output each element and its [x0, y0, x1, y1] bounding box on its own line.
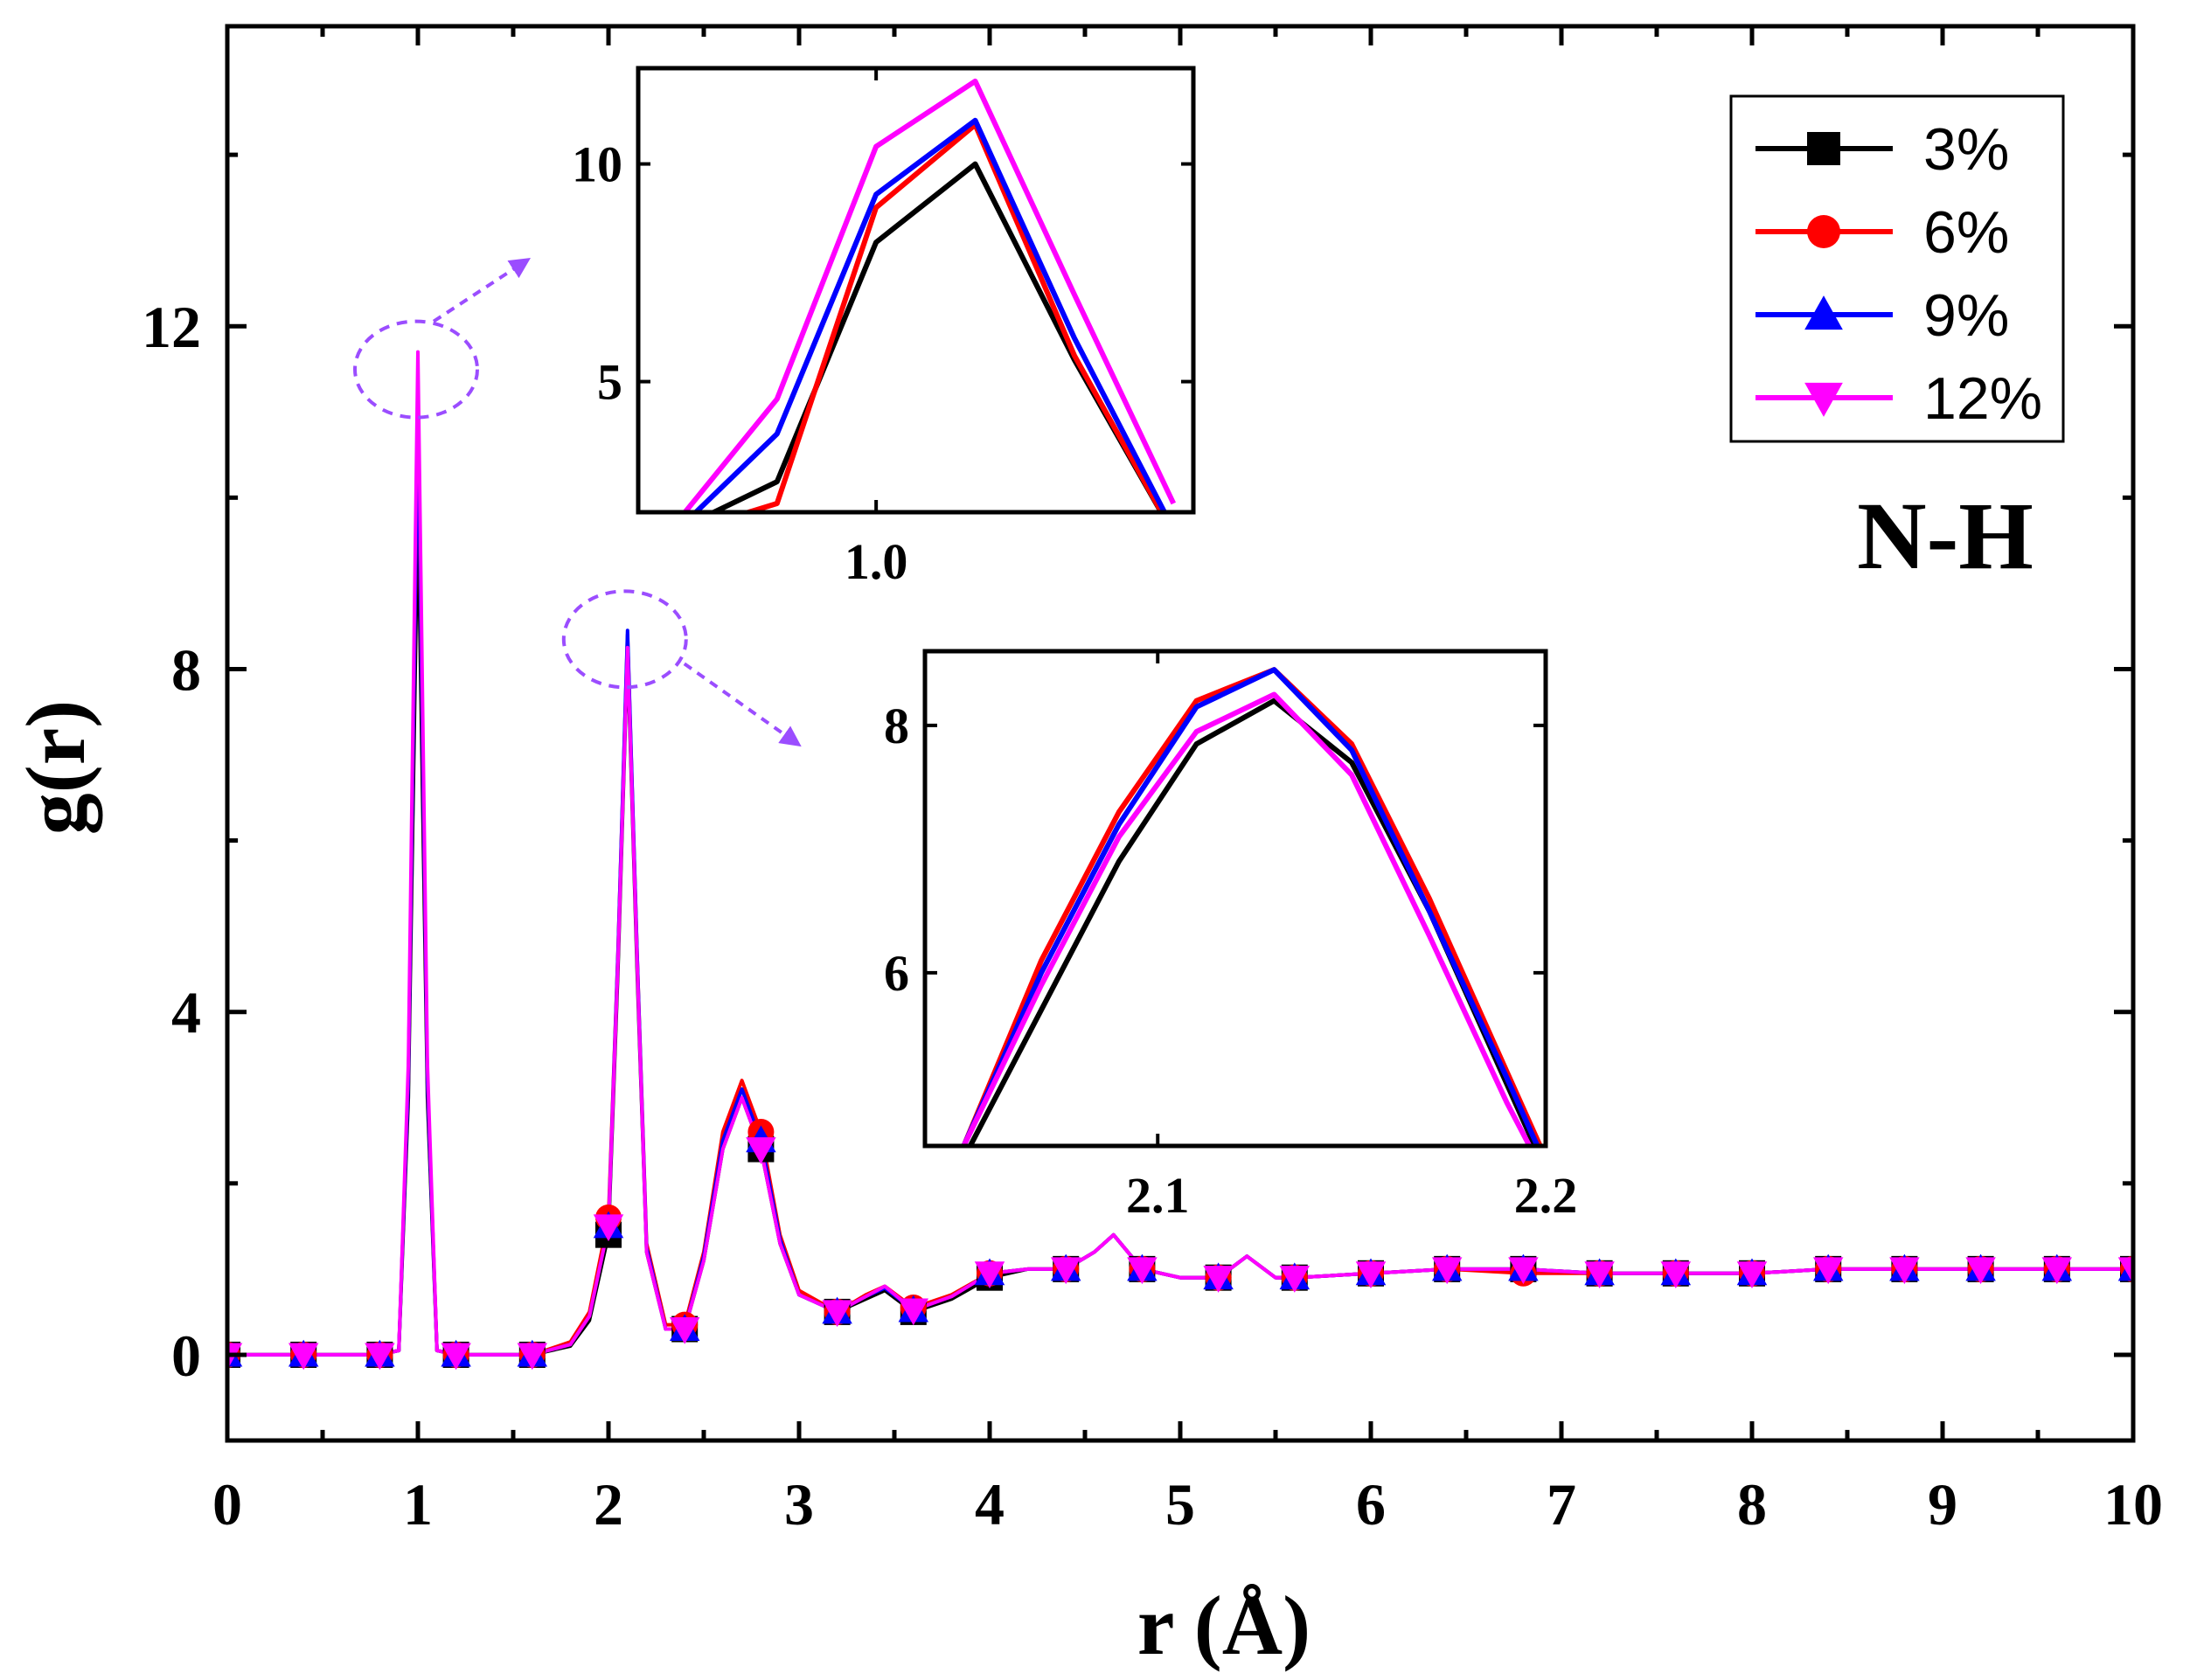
y-tick-label: 12: [142, 294, 201, 360]
series-marker-12%: [1889, 1257, 1920, 1285]
x-tick-label: 2.1: [1126, 1167, 1190, 1224]
x-tick-label: 5: [1165, 1471, 1195, 1538]
series-line-12%: [681, 78, 1177, 512]
inset-peak-1: 1.0 5 10: [572, 66, 1196, 590]
zoom-arrow-1: [432, 258, 532, 323]
y-axis-title: g(r): [9, 700, 102, 836]
series-marker-12%: [1279, 1266, 1311, 1293]
series-marker-12%: [2117, 1257, 2133, 1285]
series-marker-12%: [1965, 1257, 1996, 1285]
plot-area: [681, 78, 1177, 512]
series-marker-12%: [288, 1343, 319, 1371]
legend-label-12%: 12%: [1923, 365, 2042, 432]
x-tick-label: 0: [212, 1471, 242, 1538]
series-line-6%: [740, 121, 1165, 512]
series-marker-12%: [517, 1343, 548, 1371]
legend-marker-3%: [1807, 132, 1840, 165]
x-tick-label: 1.0: [845, 533, 908, 590]
legend-box: [1729, 94, 2065, 443]
y-tick-label: 4: [171, 980, 201, 1046]
series-marker-12%: [1584, 1261, 1615, 1289]
zoom-ellipse-peak-1: [353, 319, 479, 420]
x-tick-label: 9: [1928, 1471, 1957, 1538]
series-line-9%: [961, 667, 1540, 1146]
legend-label-6%: 6%: [1923, 199, 2009, 266]
pair-annotation: N-H: [1857, 482, 2034, 589]
series-marker-12%: [1508, 1257, 1539, 1285]
series-line-12%: [227, 350, 2133, 1357]
series-marker-12%: [1660, 1261, 1692, 1289]
y-tick-label: 5: [597, 354, 622, 411]
zoom-ellipse-peak-2: [561, 589, 688, 690]
series-marker-12%: [1203, 1266, 1234, 1293]
series-marker-12%: [1050, 1257, 1081, 1285]
series-marker-12%: [898, 1298, 929, 1326]
x-tick-label: 7: [1547, 1471, 1576, 1538]
series-marker-12%: [1736, 1261, 1768, 1289]
series-marker-12%: [822, 1300, 852, 1328]
series-marker-12%: [669, 1317, 700, 1344]
series-marker-12%: [2041, 1257, 2073, 1285]
plot-area: [961, 667, 1543, 1146]
series-marker-12%: [746, 1137, 776, 1164]
x-tick-label: 6: [1356, 1471, 1386, 1538]
zoom-arrow-2: [683, 662, 802, 747]
x-tick-label: 4: [975, 1471, 1005, 1538]
series-marker-12%: [1431, 1257, 1463, 1285]
x-axis-title: r (Å): [1137, 1579, 1311, 1672]
inset-peak-2: 2.1 2.2 6 8: [884, 649, 1578, 1224]
x-tick-label: 1: [403, 1471, 433, 1538]
y-tick-label: 8: [171, 636, 201, 703]
series-line-9%: [692, 117, 1168, 512]
series-line-6%: [961, 667, 1543, 1146]
zoom-annotations: [353, 258, 802, 747]
x-tick-label: 3: [784, 1471, 814, 1538]
series-marker-12%: [441, 1343, 471, 1371]
x-tick-label: 2: [594, 1471, 623, 1538]
series-line-3%: [227, 504, 2133, 1357]
y-tick-label: 8: [884, 698, 909, 754]
legend-marker-12%: [1804, 382, 1843, 417]
series-line-12%: [961, 691, 1533, 1146]
plot-frame: [922, 649, 1548, 1149]
x-tick-label: 2.2: [1514, 1167, 1578, 1224]
series-marker-12%: [974, 1261, 1005, 1289]
x-tick-label: 8: [1737, 1471, 1767, 1538]
series-marker-12%: [1127, 1257, 1158, 1285]
plot-frame: [636, 66, 1196, 515]
series-marker-12%: [593, 1214, 624, 1242]
legend-label-9%: 9%: [1923, 282, 2009, 349]
series-line-3%: [967, 698, 1538, 1146]
series-marker-12%: [1812, 1257, 1844, 1285]
y-tick-label: 6: [884, 945, 909, 1002]
y-tick-label: 10: [572, 136, 622, 193]
series-marker-12%: [1355, 1261, 1387, 1289]
series-marker-12%: [365, 1343, 395, 1371]
legend-label-3%: 3%: [1923, 116, 2009, 183]
y-tick-label: 0: [171, 1322, 201, 1389]
legend-marker-6%: [1807, 215, 1840, 248]
plot-area: [227, 350, 2133, 1371]
x-tick-label: 10: [2103, 1471, 2163, 1538]
legend: 3% 6% 9% 12%: [1729, 94, 2065, 443]
legend-marker-9%: [1804, 295, 1843, 330]
